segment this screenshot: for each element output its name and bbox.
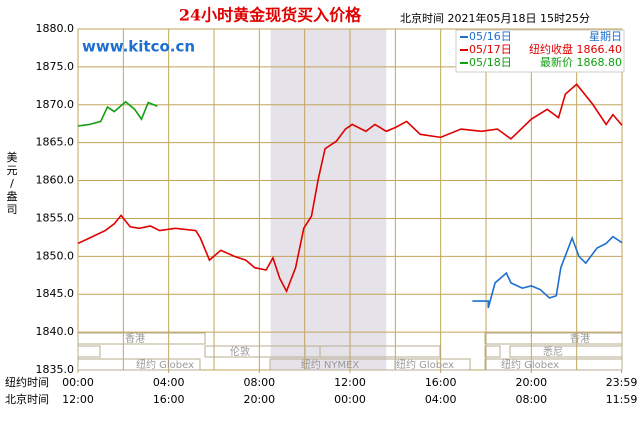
subtitle: 北京时间 2021年05月18日 15时25分	[400, 11, 590, 25]
y-tick-label: 1835.0	[36, 363, 75, 376]
session-label: 香港	[570, 333, 590, 345]
x-tick-label-beijing: 16:00	[153, 393, 185, 406]
x-tick-label: 20:00	[515, 376, 547, 389]
y-tick-label: 1840.0	[36, 325, 75, 338]
session-box	[77, 332, 206, 345]
legend-text: 最新价 1868.80	[540, 55, 622, 69]
series-line	[77, 83, 623, 294]
session-box	[77, 358, 201, 371]
row-label: 北京时间	[5, 392, 49, 406]
session-box	[204, 345, 441, 358]
x-tick-label-beijing: 20:00	[243, 393, 275, 406]
y-tick-label: 1865.0	[36, 136, 75, 149]
watermark: www.kitco.cn	[82, 38, 195, 56]
x-tick-label: 08:00	[243, 376, 275, 389]
series-line	[77, 100, 158, 127]
y-tick-label: 1845.0	[36, 287, 75, 300]
y-axis-label: 美元/盎司	[7, 151, 18, 216]
y-axis-label-char: 司	[7, 203, 18, 216]
legend-name: 05/16日	[469, 30, 512, 43]
session-label: 纽约 Globex	[396, 358, 454, 371]
x-tick-label-beijing: 00:00	[334, 393, 366, 406]
y-tick-label: 1860.0	[36, 174, 75, 187]
session-box	[484, 345, 501, 358]
y-axis-label-char: /	[10, 177, 14, 190]
session-box	[484, 358, 623, 371]
legend-box	[455, 29, 625, 73]
session-label: 纽约 Globex	[136, 358, 194, 371]
y-tick-label: 1870.0	[36, 98, 75, 111]
session-box	[304, 345, 321, 358]
legend-text: 星期日	[589, 30, 622, 43]
session-shade	[270, 29, 387, 370]
x-tick-label-beijing: 12:00	[62, 393, 94, 406]
legend-name: 05/17日	[469, 43, 512, 56]
y-tick-label: 1855.0	[36, 211, 75, 224]
session-label: 伦敦	[230, 345, 250, 358]
y-tick-label: 1875.0	[36, 60, 75, 73]
session-label: 悉尼	[543, 346, 563, 358]
x-tick-label-beijing: 04:00	[425, 393, 457, 406]
x-tick-label: 12:00	[334, 376, 366, 389]
chart-title: 24小时黄金现货买入价格	[179, 6, 362, 25]
session-box	[484, 332, 623, 345]
legend-text: 纽约收盘 1866.40	[529, 42, 622, 56]
session-label: 香港	[125, 333, 145, 345]
series-line	[472, 235, 623, 309]
row-label: 纽约时间	[5, 375, 49, 389]
y-axis-label-char: 元	[7, 164, 18, 177]
y-axis-label-char: 盎	[7, 189, 18, 203]
session-box	[77, 345, 101, 358]
x-tick-label: 00:00	[62, 376, 94, 389]
y-tick-label: 1850.0	[36, 249, 75, 262]
x-tick-label: 23:59	[606, 376, 638, 389]
legend-name: 05/18日	[469, 56, 512, 69]
x-tick-label: 04:00	[153, 376, 185, 389]
x-tick-label-beijing: 11:59	[606, 393, 638, 406]
y-tick-label: 1880.0	[36, 22, 75, 35]
y-axis-label-char: 美	[7, 151, 18, 164]
session-label: 纽约 Globex	[501, 358, 559, 371]
session-box	[394, 358, 471, 371]
session-box	[509, 345, 623, 358]
session-label: 纽约 NYMEX	[301, 358, 360, 371]
x-tick-label-beijing: 08:00	[515, 393, 547, 406]
x-tick-label: 16:00	[425, 376, 457, 389]
